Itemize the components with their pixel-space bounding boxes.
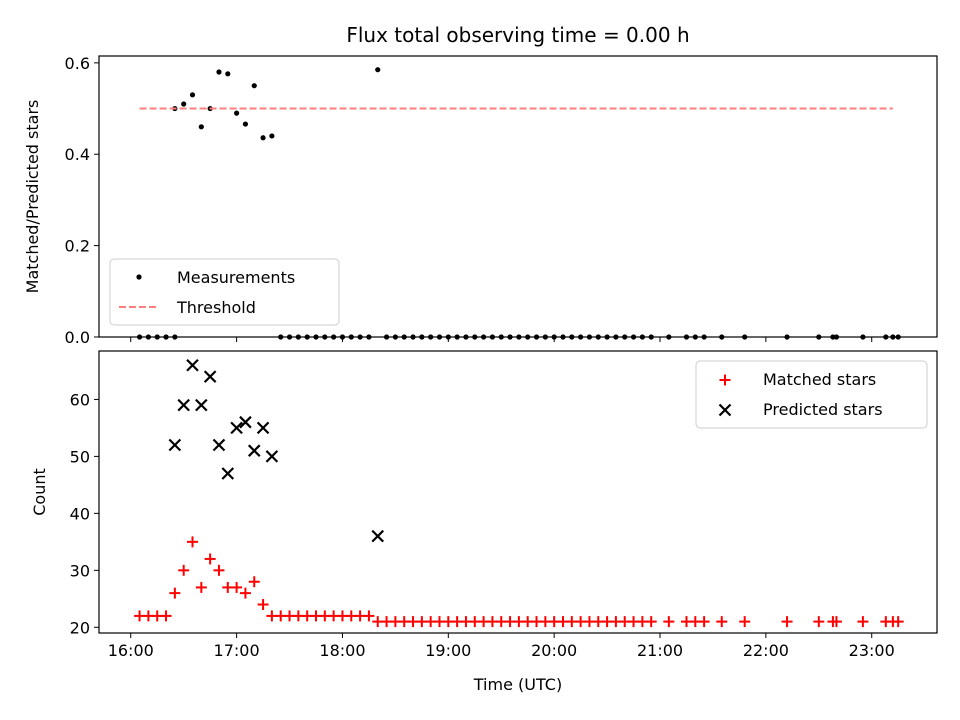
x-tick-label: 21:00	[637, 641, 683, 660]
legend-label: Predicted stars	[763, 400, 883, 419]
y-tick-label: 0.4	[65, 145, 90, 164]
predicted-stars-point	[186, 358, 199, 372]
legend-label: Measurements	[177, 268, 295, 287]
y-tick-label: 50	[70, 447, 90, 466]
predicted-stars-point	[230, 421, 243, 435]
matched-stars-point	[363, 610, 375, 622]
matched-stars-point	[195, 581, 207, 593]
y-tick-label: 0.6	[65, 54, 90, 73]
data-point	[216, 69, 222, 75]
legend-box	[109, 258, 340, 326]
y-tick-label: 0.2	[65, 237, 90, 256]
y-tick-label: 40	[70, 504, 90, 523]
marker-stroke	[195, 398, 208, 412]
marker-stroke	[186, 358, 199, 372]
data-point	[269, 133, 275, 139]
marker-stroke	[203, 370, 217, 383]
legend-matched-swatch	[719, 374, 731, 386]
matched-stars-point	[830, 616, 842, 628]
x-axis-label: Time (UTC)	[473, 675, 562, 694]
chart-title: Flux total observing time = 0.00 h	[346, 23, 689, 47]
matched-stars-point	[892, 616, 904, 628]
bottom-subplot: 20 30 40 50 60 16:00 17:00 18:00 19:00 20:00 21:00…	[30, 350, 938, 694]
matched-stars-point	[187, 536, 199, 548]
matched-stars-point	[698, 616, 710, 628]
top-subplot: Flux total observing time = 0.00 h 0.0 0.2…	[23, 23, 938, 347]
matched-stars-point	[248, 576, 260, 588]
matched-stars-point	[645, 616, 657, 628]
marker-stroke	[718, 403, 732, 417]
matched-stars-point	[169, 587, 181, 599]
marker-stroke	[221, 467, 235, 480]
predicted-stars-point	[371, 529, 385, 543]
marker-stroke	[177, 398, 190, 412]
marker-stroke	[230, 421, 243, 435]
data-point	[242, 121, 249, 127]
matched-stars-point	[716, 616, 728, 628]
legend-label: Threshold	[176, 298, 256, 317]
plot-frame	[98, 350, 938, 634]
data-point	[189, 92, 196, 98]
x-tick-label: 20:00	[531, 641, 577, 660]
predicted-stars-point	[203, 370, 217, 383]
predicted-stars-point	[168, 438, 182, 452]
legend-box	[695, 360, 928, 429]
marker-stroke	[168, 438, 182, 452]
y-tick-label: 30	[70, 561, 90, 580]
data-point	[181, 101, 187, 107]
marker-stroke	[371, 529, 385, 543]
y-axis-label: Matched/Predicted stars	[23, 100, 42, 294]
y-tick-label: 20	[70, 618, 90, 637]
y-tick-label: 60	[70, 390, 90, 409]
data-point	[375, 67, 381, 73]
matched-stars-point	[204, 553, 216, 565]
predicted-stars-point	[177, 398, 190, 412]
y-tick-label: 0.0	[65, 328, 90, 347]
matched-stars-point	[813, 616, 825, 628]
data-point	[225, 71, 231, 77]
y-axis-label: Count	[30, 468, 49, 516]
marker-stroke	[212, 438, 226, 452]
marker-stroke	[239, 415, 252, 429]
matched-stars-point	[781, 616, 793, 628]
matched-stars-point	[739, 616, 751, 628]
matched-stars-point	[857, 616, 869, 628]
x-tick-label: 18:00	[319, 641, 365, 660]
predicted-stars-point	[247, 444, 261, 457]
data-point	[136, 274, 142, 280]
matched-stars-point	[231, 581, 243, 593]
x-tick-label: 17:00	[214, 641, 260, 660]
plot-frame	[98, 55, 938, 338]
marker-stroke	[265, 450, 279, 463]
x-tick-label: 22:00	[743, 641, 789, 660]
marker-stroke	[256, 421, 270, 435]
x-tick-label: 19:00	[425, 641, 471, 660]
marker-stroke	[247, 444, 261, 457]
data-point	[251, 83, 257, 89]
matched-stars-point	[257, 599, 269, 611]
data-point	[198, 124, 204, 130]
legend-predicted-swatch	[718, 403, 732, 417]
predicted-stars-point	[239, 415, 252, 429]
predicted-stars-point	[265, 450, 279, 463]
predicted-stars-point	[256, 421, 270, 435]
predicted-stars-point	[195, 398, 208, 412]
data-point	[260, 135, 266, 141]
matched-stars-point	[663, 616, 675, 628]
matched-stars-point	[178, 564, 190, 576]
matched-stars-point	[213, 564, 225, 576]
matched-stars-point	[160, 610, 172, 622]
data-point	[234, 110, 240, 116]
matched-stars-point	[239, 587, 251, 599]
x-tick-label: 23:00	[849, 641, 895, 660]
x-tick-label: 16:00	[108, 641, 154, 660]
legend-label: Matched stars	[763, 370, 876, 389]
predicted-stars-point	[221, 467, 235, 480]
predicted-stars-point	[212, 438, 226, 452]
